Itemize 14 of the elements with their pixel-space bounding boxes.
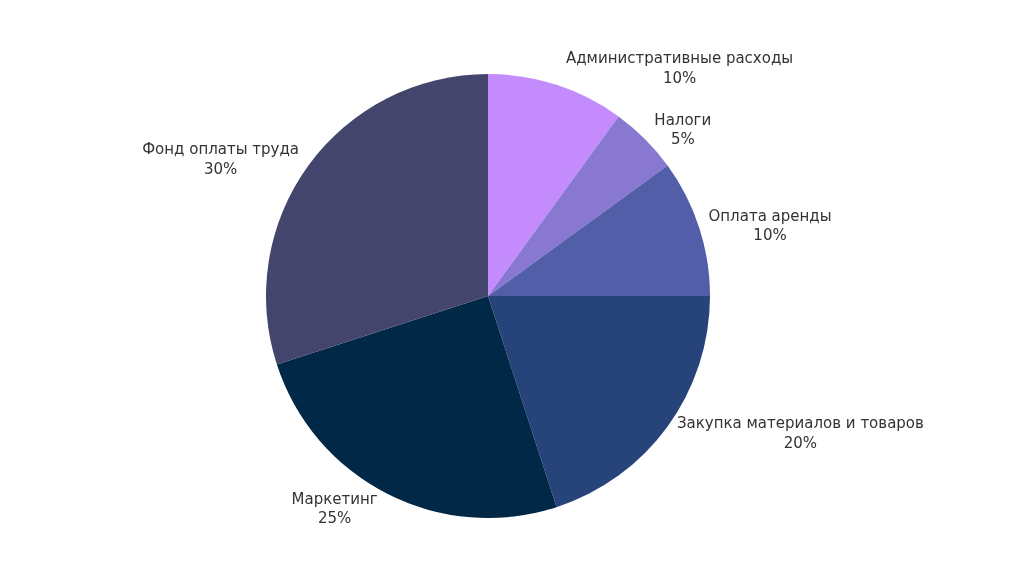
data-label: 5% xyxy=(670,130,695,149)
pie-slice xyxy=(488,165,710,296)
data-label: 30% xyxy=(203,159,238,178)
slice-label: Фонд оплаты труда xyxy=(142,140,300,159)
data-label: 25% xyxy=(317,509,352,528)
data-label: 20% xyxy=(783,433,818,452)
slice-label: Административные расходы xyxy=(565,49,794,68)
data-label: 10% xyxy=(662,68,697,87)
slice-label: Маркетинг xyxy=(291,489,378,508)
slice-label: Оплата аренды xyxy=(708,206,832,225)
slice-label: Налоги xyxy=(654,110,712,129)
pie-slice xyxy=(488,74,619,296)
data-label: 10% xyxy=(753,226,787,245)
slice-label: Закупка материалов и товаров xyxy=(676,414,924,433)
